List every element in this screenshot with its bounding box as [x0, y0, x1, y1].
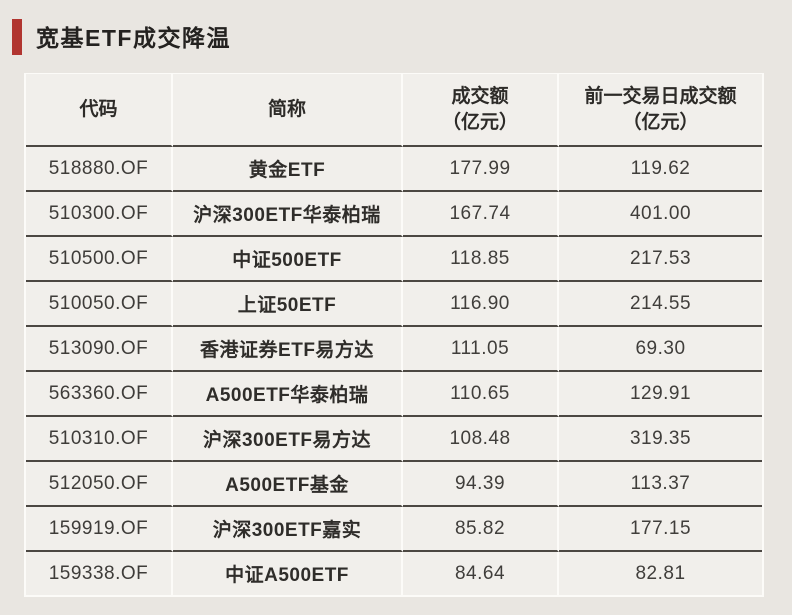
cell-code: 159338.OF: [26, 552, 173, 595]
cell-turnover: 110.65: [403, 372, 559, 417]
cell-name: 中证A500ETF: [173, 552, 403, 595]
column-header-prev-turnover-sub: （亿元）: [622, 111, 699, 133]
table-row: 513090.OF 香港证券ETF易方达 111.05 69.30: [26, 327, 762, 372]
cell-prev-turnover: 129.91: [559, 372, 762, 417]
cell-name: 沪深300ETF易方达: [173, 417, 403, 462]
column-header-turnover-sub: （亿元）: [441, 111, 518, 133]
cell-code: 510310.OF: [26, 417, 173, 462]
cell-code: 510300.OF: [26, 192, 173, 237]
cell-turnover: 177.99: [403, 147, 559, 192]
cell-name: 香港证券ETF易方达: [173, 327, 403, 372]
table-row: 510500.OF 中证500ETF 118.85 217.53: [26, 237, 762, 282]
table-row: 518880.OF 黄金ETF 177.99 119.62: [26, 147, 762, 192]
cell-name: 黄金ETF: [173, 147, 403, 192]
cell-turnover: 84.64: [403, 552, 559, 595]
table-row: 510050.OF 上证50ETF 116.90 214.55: [26, 282, 762, 327]
column-header-code: 代码: [26, 74, 173, 147]
cell-turnover: 85.82: [403, 507, 559, 552]
cell-prev-turnover: 214.55: [559, 282, 762, 327]
column-header-name-label: 简称: [267, 98, 306, 120]
cell-code: 518880.OF: [26, 147, 173, 192]
column-header-turnover-label: 成交额: [451, 85, 509, 107]
cell-turnover: 116.90: [403, 282, 559, 327]
cell-turnover: 111.05: [403, 327, 559, 372]
cell-turnover: 118.85: [403, 237, 559, 282]
table-row: 512050.OF A500ETF基金 94.39 113.37: [26, 462, 762, 507]
table-row: 510310.OF 沪深300ETF易方达 108.48 319.35: [26, 417, 762, 462]
column-header-prev-turnover-label: 前一交易日成交额: [584, 85, 737, 107]
cell-code: 159919.OF: [26, 507, 173, 552]
column-header-name: 简称: [173, 74, 403, 147]
header-row: 代码 简称 成交额 （亿元） 前一交易日成交额 （亿元）: [26, 74, 762, 147]
cell-name: 中证500ETF: [173, 237, 403, 282]
cell-code: 513090.OF: [26, 327, 173, 372]
cell-name: 沪深300ETF嘉实: [173, 507, 403, 552]
etf-table-body: 518880.OF 黄金ETF 177.99 119.62 510300.OF …: [26, 147, 762, 595]
cell-turnover: 108.48: [403, 417, 559, 462]
table-row: 159338.OF 中证A500ETF 84.64 82.81: [26, 552, 762, 595]
table-row: 510300.OF 沪深300ETF华泰柏瑞 167.74 401.00: [26, 192, 762, 237]
cell-turnover: 167.74: [403, 192, 559, 237]
cell-code: 510500.OF: [26, 237, 173, 282]
etf-table-header: 代码 简称 成交额 （亿元） 前一交易日成交额 （亿元）: [26, 74, 762, 147]
column-header-code-label: 代码: [79, 98, 118, 120]
title-accent-bar: [12, 19, 22, 55]
column-header-prev-turnover: 前一交易日成交额 （亿元）: [559, 74, 762, 147]
cell-turnover: 94.39: [403, 462, 559, 507]
cell-code: 510050.OF: [26, 282, 173, 327]
cell-prev-turnover: 82.81: [559, 552, 762, 595]
cell-prev-turnover: 113.37: [559, 462, 762, 507]
cell-prev-turnover: 69.30: [559, 327, 762, 372]
cell-name: A500ETF华泰柏瑞: [173, 372, 403, 417]
etf-table: 代码 简称 成交额 （亿元） 前一交易日成交额 （亿元） 518880.OF: [24, 73, 764, 597]
etf-table-container: 代码 简称 成交额 （亿元） 前一交易日成交额 （亿元） 518880.OF: [24, 73, 764, 597]
cell-prev-turnover: 119.62: [559, 147, 762, 192]
page-title: 宽基ETF成交降温: [36, 24, 231, 51]
page-header: 宽基ETF成交降温: [12, 19, 231, 55]
cell-prev-turnover: 319.35: [559, 417, 762, 462]
cell-code: 512050.OF: [26, 462, 173, 507]
cell-name: 上证50ETF: [173, 282, 403, 327]
cell-name: A500ETF基金: [173, 462, 403, 507]
table-row: 159919.OF 沪深300ETF嘉实 85.82 177.15: [26, 507, 762, 552]
cell-name: 沪深300ETF华泰柏瑞: [173, 192, 403, 237]
column-header-turnover: 成交额 （亿元）: [403, 74, 559, 147]
cell-prev-turnover: 177.15: [559, 507, 762, 552]
cell-prev-turnover: 401.00: [559, 192, 762, 237]
cell-code: 563360.OF: [26, 372, 173, 417]
cell-prev-turnover: 217.53: [559, 237, 762, 282]
table-row: 563360.OF A500ETF华泰柏瑞 110.65 129.91: [26, 372, 762, 417]
